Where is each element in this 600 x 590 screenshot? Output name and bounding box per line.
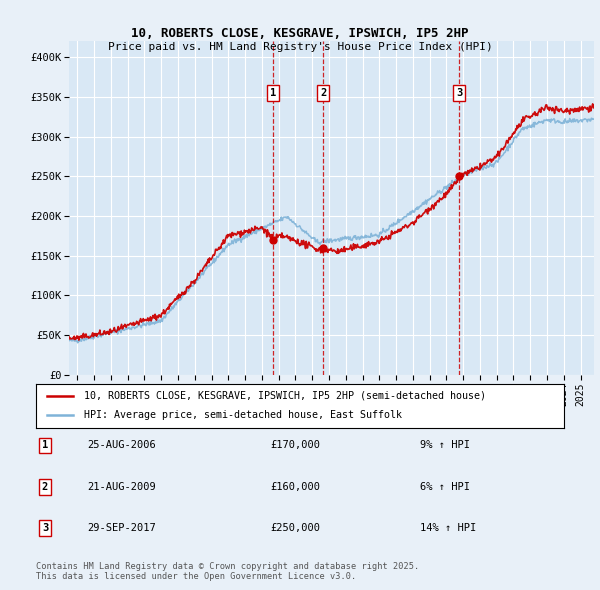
Text: HPI: Average price, semi-detached house, East Suffolk: HPI: Average price, semi-detached house,… xyxy=(83,411,401,420)
Text: 1: 1 xyxy=(269,88,276,98)
Text: £250,000: £250,000 xyxy=(270,523,320,533)
Text: 9% ↑ HPI: 9% ↑ HPI xyxy=(420,441,470,450)
Text: 2: 2 xyxy=(42,482,48,491)
Text: 14% ↑ HPI: 14% ↑ HPI xyxy=(420,523,476,533)
Text: 6% ↑ HPI: 6% ↑ HPI xyxy=(420,482,470,491)
Text: 1: 1 xyxy=(42,441,48,450)
Text: £160,000: £160,000 xyxy=(270,482,320,491)
Text: 29-SEP-2017: 29-SEP-2017 xyxy=(87,523,156,533)
Text: 25-AUG-2006: 25-AUG-2006 xyxy=(87,441,156,450)
Text: 10, ROBERTS CLOSE, KESGRAVE, IPSWICH, IP5 2HP (semi-detached house): 10, ROBERTS CLOSE, KESGRAVE, IPSWICH, IP… xyxy=(83,391,485,401)
Text: 2: 2 xyxy=(320,88,326,98)
Text: 3: 3 xyxy=(456,88,462,98)
Text: £170,000: £170,000 xyxy=(270,441,320,450)
Text: 10, ROBERTS CLOSE, KESGRAVE, IPSWICH, IP5 2HP: 10, ROBERTS CLOSE, KESGRAVE, IPSWICH, IP… xyxy=(131,27,469,40)
Text: Contains HM Land Registry data © Crown copyright and database right 2025.
This d: Contains HM Land Registry data © Crown c… xyxy=(36,562,419,581)
Text: 3: 3 xyxy=(42,523,48,533)
Text: 21-AUG-2009: 21-AUG-2009 xyxy=(87,482,156,491)
Text: Price paid vs. HM Land Registry's House Price Index (HPI): Price paid vs. HM Land Registry's House … xyxy=(107,42,493,53)
